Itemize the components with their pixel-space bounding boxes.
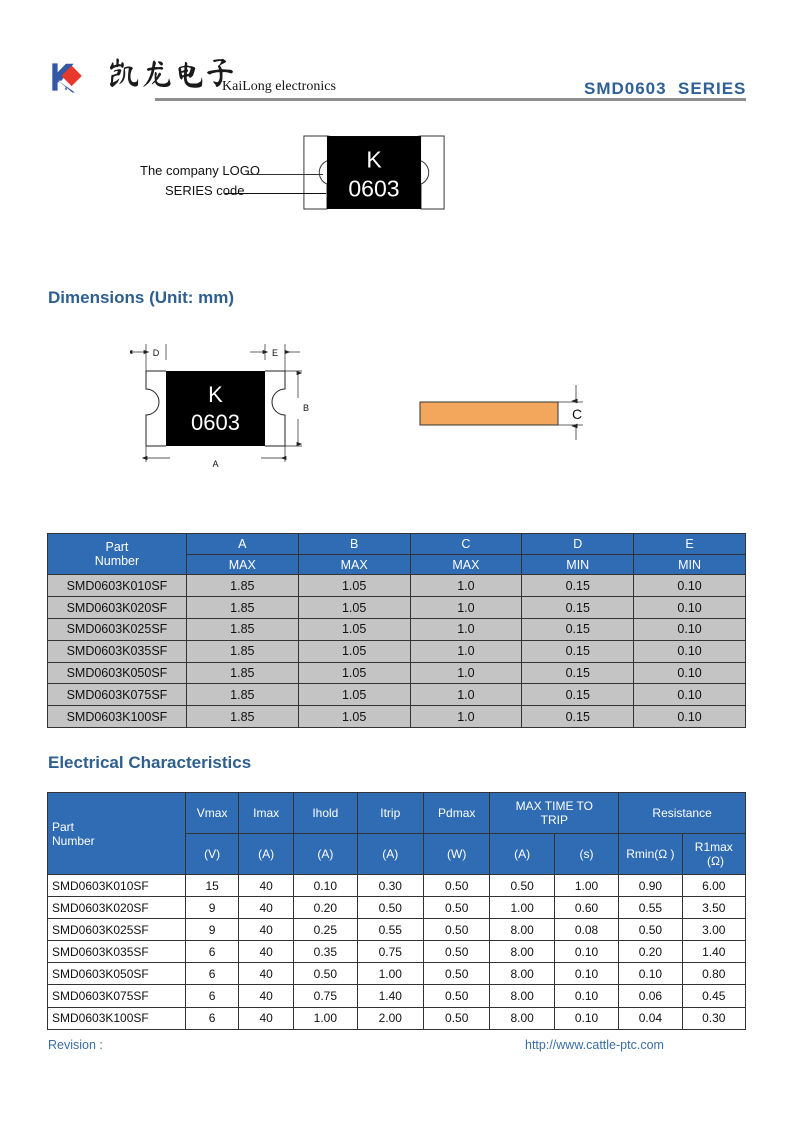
svg-text:K: K: [366, 147, 382, 173]
svg-text:E: E: [272, 348, 278, 358]
svg-text:K: K: [208, 382, 223, 407]
svg-text:D: D: [153, 348, 160, 358]
svg-text:0603: 0603: [348, 176, 399, 202]
svg-text:A: A: [212, 459, 218, 469]
svg-text:C: C: [572, 406, 582, 422]
svg-text:B: B: [303, 403, 309, 413]
svg-text:0603: 0603: [191, 410, 240, 435]
